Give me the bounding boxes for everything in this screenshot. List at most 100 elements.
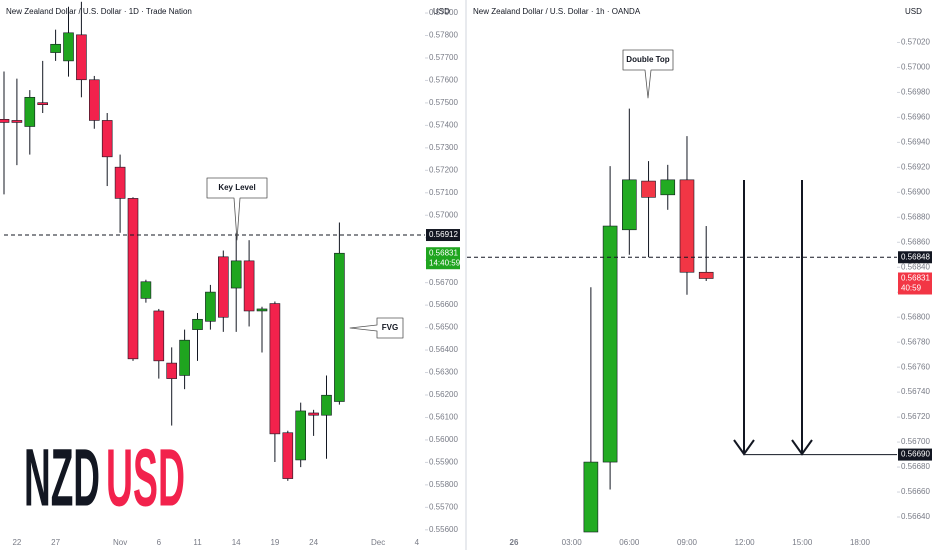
candle-body [153,310,165,362]
price-tag-label: 0.56912 [429,230,458,239]
arrow-head [733,439,755,456]
candle-body [602,225,618,463]
y-tick-label: 0.56640 [901,512,930,521]
y-tick-label: 0.56300 [429,368,458,377]
price-tag-label: 0.56690 [901,450,930,459]
x-tick-label: 24 [309,538,318,547]
candle-body [89,79,100,121]
x-tick-label: 18:00 [850,538,871,547]
candle-body [622,179,637,231]
y-tick-label: 0.56860 [901,237,930,246]
candle-body [114,166,126,199]
last-price-label: 0.56831 [901,274,930,283]
candle-body [76,34,87,81]
y-tick-label: 0.55900 [429,458,458,467]
y-tick-label: 0.56760 [901,362,930,371]
x-tick-label: 09:00 [677,538,698,547]
candle-body [50,43,61,53]
x-tick-label: 14 [232,538,241,547]
candle-body [295,410,307,461]
candle-body [218,256,229,318]
x-tick-label: Dec [371,538,385,547]
symbol-quote: USD [106,433,185,524]
y-tick-label: 0.56880 [901,212,930,221]
chart-title: New Zealand Dollar / U.S. Dollar · 1D · … [6,7,192,16]
y-tick-label: 0.57500 [429,98,458,107]
y-tick-label: 0.55600 [429,525,458,534]
candle-body [37,102,49,106]
x-tick-label: 26 [510,538,519,547]
y-tick-label: 0.56700 [429,278,458,287]
x-tick-label: 06:00 [619,538,640,547]
y-tick-label: 0.57020 [901,38,930,47]
symbol-base: NZD [24,433,100,524]
candle-body [269,303,281,435]
candle-body [660,179,676,196]
y-tick-label: 0.56920 [901,162,930,171]
last-price-tag [426,247,460,270]
y-tick-label: 0.56600 [429,300,458,309]
y-tick-label: 0.56840 [901,262,930,271]
x-tick-label: 22 [12,538,21,547]
currency-label: USD [905,7,922,16]
annotation: Double Top [626,55,670,64]
candle-body [101,120,113,158]
candle-body [698,271,714,279]
y-tick-label: 0.56940 [901,137,930,146]
projection-arrows [733,180,813,456]
x-tick-label: 03:00 [562,538,583,547]
x-tick-label: 11 [193,538,202,547]
countdown-label: 40:59 [901,284,922,293]
candle-body [321,394,332,416]
candle-body [140,281,152,299]
y-tick-label: 0.57100 [429,188,458,197]
candle-body [583,461,599,533]
candle-body [11,120,23,123]
y-tick-label: 0.55800 [429,480,458,489]
arrow-head [791,439,813,456]
currency-label: USD [433,7,450,16]
countdown-label: 14:40:59 [429,258,461,267]
y-tick-label: 0.57200 [429,165,458,174]
y-tick-label: 0.56980 [901,88,930,97]
candle-body [179,339,190,376]
annotation: Key Level [218,183,255,192]
annotation: FVG [382,323,398,332]
y-tick-label: 0.55700 [429,502,458,511]
y-tick-label: 0.56700 [901,437,930,446]
candle-body [679,179,695,273]
x-tick-label: 15:00 [792,538,813,547]
candle-body [24,96,36,127]
y-tick-label: 0.56780 [901,337,930,346]
candle-body [205,291,216,322]
candle-body [282,432,294,479]
y-tick-label: 0.57600 [429,76,458,85]
y-tick-label: 0.56740 [901,387,930,396]
y-tick-label: 0.56900 [901,187,930,196]
x-tick-label: 19 [270,538,279,547]
y-tick-label: 0.57900 [429,8,458,17]
candle-body [63,32,74,62]
y-tick-label: 0.56960 [901,113,930,122]
callout-box [622,49,674,99]
y-tick-label: 0.56800 [901,312,930,321]
price-tag-label: 0.56848 [901,252,930,261]
callout-box [206,177,268,241]
y-tick-label: 0.56200 [429,390,458,399]
callout-box [349,317,404,339]
price-tag [898,448,932,461]
x-tick-label: 12:00 [735,538,756,547]
candle-body [256,308,268,312]
x-tick-label: 4 [415,538,420,547]
candle-body [166,362,177,379]
last-price-tag [898,272,932,295]
y-tick-label: 0.56000 [429,435,458,444]
y-tick-label: 0.56680 [901,462,930,471]
x-tick-label: 27 [51,538,60,547]
x-tick-label: 6 [157,538,162,547]
candle-body [127,198,139,360]
y-tick-label: 0.57000 [429,210,458,219]
candle-body [0,119,10,123]
y-tick-label: 0.57700 [429,53,458,62]
